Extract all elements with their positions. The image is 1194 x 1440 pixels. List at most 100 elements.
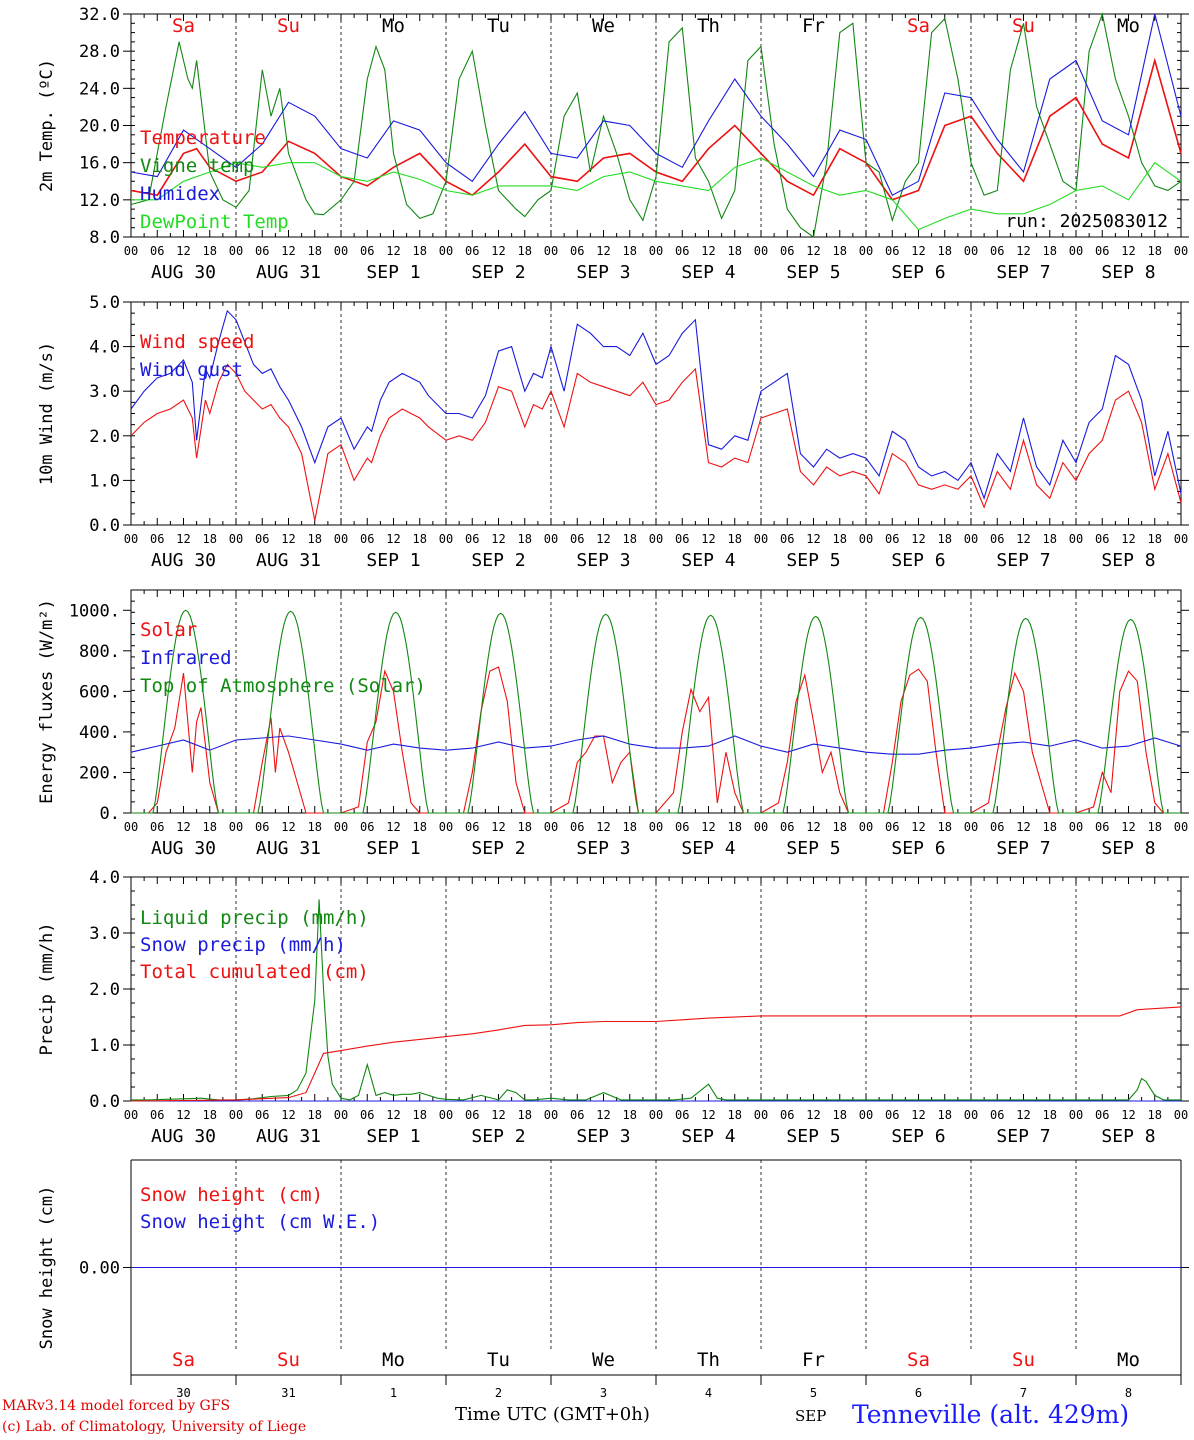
hour-tick-label: 12 bbox=[386, 820, 400, 834]
weekday-label: Tu bbox=[487, 15, 510, 37]
legend-entry: Wind gust bbox=[140, 359, 243, 381]
meteogram-svg: 00 06 12 18 00 06 12 18 00 06 12 18 00 06 12 18 00 06 12 18… bbox=[37, 5, 1189, 1400]
hour-tick-label: 00 bbox=[334, 532, 348, 546]
hour-tick-label: 00 bbox=[964, 532, 978, 546]
hour-tick-label: 00 bbox=[754, 820, 768, 834]
date-label: AUG 30 bbox=[151, 1126, 216, 1147]
series-line-dewpoint-temp bbox=[131, 157, 1182, 231]
date-label: SEP 8 bbox=[1101, 838, 1155, 859]
legend-entry: Liquid precip (mm/h) bbox=[140, 907, 369, 929]
hour-tick-label: 06 bbox=[990, 820, 1004, 834]
hour-tick-label: 00 bbox=[1174, 820, 1188, 834]
legend-entry: Humidex bbox=[140, 183, 220, 205]
legend-entry: Infrared bbox=[140, 647, 232, 669]
date-label: SEP 5 bbox=[786, 550, 840, 571]
hour-tick-label: 06 bbox=[780, 244, 794, 258]
weekday-label: Su bbox=[277, 15, 300, 37]
hour-tick-label: 00 bbox=[439, 532, 453, 546]
hour-tick-label: 06 bbox=[885, 244, 899, 258]
hour-tick-label: 18 bbox=[728, 1108, 742, 1122]
hour-tick-label: 12 bbox=[281, 532, 295, 546]
hour-tick-label: 12 bbox=[596, 244, 610, 258]
date-label: SEP 1 bbox=[366, 838, 420, 859]
y-tick-label: 1.0 bbox=[89, 1036, 120, 1056]
hour-tick-label: 06 bbox=[570, 532, 584, 546]
hour-tick-label: 06 bbox=[465, 1108, 479, 1122]
hour-tick-label: 12 bbox=[701, 532, 715, 546]
hour-tick-label: 18 bbox=[203, 244, 217, 258]
hour-tick-label: 00 bbox=[544, 820, 558, 834]
date-label: SEP 6 bbox=[891, 550, 945, 571]
date-label: SEP 2 bbox=[471, 550, 525, 571]
hour-tick-label: 18 bbox=[1148, 1108, 1162, 1122]
hour-tick-label: 12 bbox=[701, 244, 715, 258]
weekday-label: Fr bbox=[802, 15, 825, 37]
hour-tick-label: 12 bbox=[1121, 1108, 1135, 1122]
hour-tick-label: 18 bbox=[833, 1108, 847, 1122]
hour-tick-label: 12 bbox=[491, 1108, 505, 1122]
hour-tick-label: 18 bbox=[413, 244, 427, 258]
date-label: AUG 30 bbox=[151, 550, 216, 571]
hour-tick-label: 00 bbox=[1069, 532, 1083, 546]
hour-tick-label: 00 bbox=[334, 820, 348, 834]
date-label: SEP 4 bbox=[681, 838, 735, 859]
date-label: AUG 31 bbox=[256, 262, 321, 283]
date-label: SEP 8 bbox=[1101, 262, 1155, 283]
hour-tick-label: 18 bbox=[518, 1108, 532, 1122]
hour-tick-label: 06 bbox=[885, 1108, 899, 1122]
hour-tick-label: 18 bbox=[203, 820, 217, 834]
hour-tick-label: 12 bbox=[701, 820, 715, 834]
hour-tick-label: 12 bbox=[596, 820, 610, 834]
y-axis-label: Precip (mm/h) bbox=[37, 922, 57, 1055]
plot-frame bbox=[130, 13, 1182, 238]
date-label: SEP 3 bbox=[576, 838, 630, 859]
series-line-wind-speed bbox=[130, 363, 1182, 521]
hour-tick-label: 06 bbox=[465, 244, 479, 258]
weekday-label: Th bbox=[697, 15, 720, 37]
date-label: SEP 7 bbox=[996, 838, 1050, 859]
hour-tick-label: 00 bbox=[124, 244, 138, 258]
hour-tick-label: 18 bbox=[1043, 820, 1057, 834]
date-label: AUG 31 bbox=[256, 838, 321, 859]
hour-tick-label: 06 bbox=[255, 1108, 269, 1122]
hour-tick-label: 12 bbox=[1016, 1108, 1030, 1122]
hour-tick-label: 06 bbox=[465, 532, 479, 546]
legend-entry: Total cumulated (cm) bbox=[140, 961, 369, 983]
y-axis-label: Snow height (cm) bbox=[37, 1186, 57, 1350]
hour-tick-label: 18 bbox=[728, 532, 742, 546]
hour-tick-label: 18 bbox=[413, 820, 427, 834]
hour-tick-label: 00 bbox=[649, 1108, 663, 1122]
hour-tick-label: 12 bbox=[806, 532, 820, 546]
hour-tick-label: 12 bbox=[1016, 820, 1030, 834]
hour-tick-label: 12 bbox=[911, 1108, 925, 1122]
y-axis-label: 2m Temp. (ºC) bbox=[37, 59, 57, 192]
hour-tick-label: 06 bbox=[360, 244, 374, 258]
day-number-label: 31 bbox=[281, 1386, 295, 1400]
hour-tick-label: 18 bbox=[833, 820, 847, 834]
hour-tick-label: 18 bbox=[1043, 1108, 1057, 1122]
date-label: SEP 3 bbox=[576, 550, 630, 571]
hour-tick-label: 12 bbox=[386, 244, 400, 258]
date-label: SEP 8 bbox=[1101, 550, 1155, 571]
hour-tick-label: 18 bbox=[938, 532, 952, 546]
series-line-vigne-temp bbox=[130, 11, 1182, 238]
hour-tick-label: 12 bbox=[806, 820, 820, 834]
hour-tick-label: 18 bbox=[1148, 244, 1162, 258]
hour-tick-label: 18 bbox=[728, 820, 742, 834]
hour-tick-label: 18 bbox=[1043, 244, 1057, 258]
date-label: SEP 5 bbox=[786, 262, 840, 283]
y-tick-label: 4.0 bbox=[89, 338, 120, 358]
hour-tick-label: 00 bbox=[544, 1108, 558, 1122]
hour-tick-label: 00 bbox=[439, 820, 453, 834]
y-tick-label: 12.0 bbox=[79, 191, 120, 211]
weekday-label: Sa bbox=[907, 1349, 930, 1371]
hour-tick-label: 00 bbox=[1174, 532, 1188, 546]
hour-tick-label: 06 bbox=[1095, 1108, 1109, 1122]
hour-tick-label: 12 bbox=[911, 532, 925, 546]
hour-tick-label: 06 bbox=[990, 532, 1004, 546]
hour-tick-label: 06 bbox=[990, 244, 1004, 258]
date-label: SEP 2 bbox=[471, 1126, 525, 1147]
panel-5: 0.00 Snow height (cm) Snow height (cm) Snow… bbox=[37, 1159, 1189, 1400]
day-number-label: 30 bbox=[176, 1386, 190, 1400]
legend-entry: Temperature bbox=[140, 127, 266, 149]
